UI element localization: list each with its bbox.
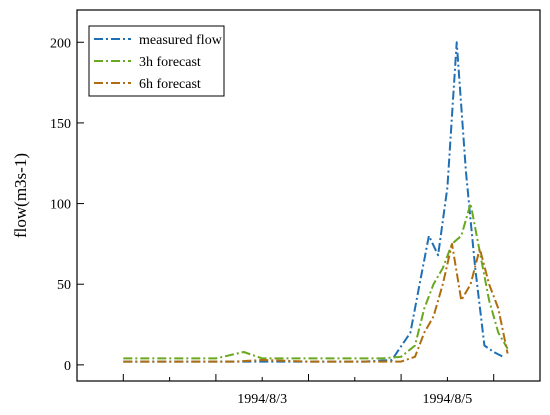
series-line-1	[123, 41, 504, 363]
legend-label-1: measured flow	[139, 33, 223, 48]
y-axis-label: flow(m3s-1)	[11, 153, 30, 238]
legend-label-2: 3h forecast	[139, 55, 201, 70]
y-tick-label: 0	[64, 359, 71, 374]
series-line-3	[123, 242, 509, 363]
y-tick-label: 50	[57, 278, 71, 293]
y-axis-ticks: 0 50 100 150 200	[50, 36, 84, 374]
y-tick-label: 200	[50, 36, 71, 51]
series-line-2	[123, 202, 509, 360]
y-tick-label: 100	[50, 198, 71, 213]
y-tick-label: 150	[50, 117, 71, 132]
series-layer	[123, 41, 509, 363]
x-tick-label: 1994/8/3	[237, 392, 287, 407]
legend-label-3: 6h forecast	[139, 77, 201, 92]
x-axis-ticks: 1994/8/3 1994/8/5	[122, 374, 495, 407]
x-tick-label: 1994/8/5	[423, 392, 473, 407]
legend: measured flow 3h forecast 6h forecast	[88, 25, 225, 97]
